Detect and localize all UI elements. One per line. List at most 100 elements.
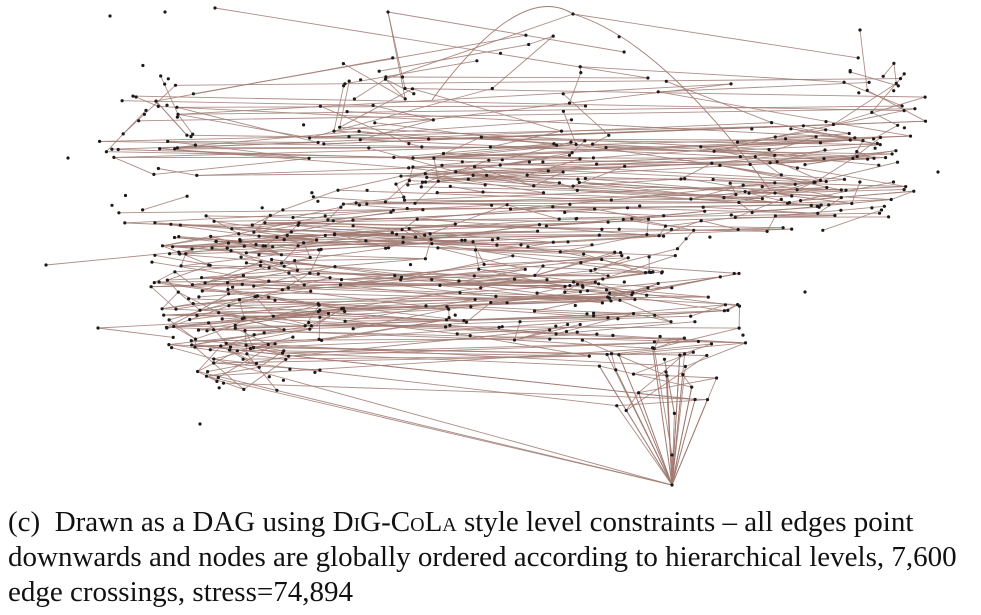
graph-edge xyxy=(638,353,685,394)
graph-node xyxy=(554,332,558,336)
graph-node xyxy=(239,255,243,259)
graph-edge xyxy=(671,399,696,486)
graph-edge xyxy=(325,234,647,236)
graph-node xyxy=(168,252,172,256)
graph-node xyxy=(393,274,397,278)
graph-node xyxy=(670,483,674,487)
graph-node xyxy=(208,348,212,352)
graph-node xyxy=(263,244,267,248)
graph-node xyxy=(867,80,871,84)
graph-edge xyxy=(775,110,905,138)
graph-edge xyxy=(611,353,617,371)
graph-node xyxy=(703,209,707,213)
graph-node xyxy=(541,160,545,164)
graph-edge xyxy=(337,189,612,201)
graph-node xyxy=(609,198,613,202)
graph-node xyxy=(308,271,312,275)
graph-node xyxy=(795,166,800,170)
graph-node xyxy=(595,162,599,166)
graph-node xyxy=(318,368,322,372)
graph-edge xyxy=(500,152,573,166)
graph-edge xyxy=(360,119,434,141)
graph-node xyxy=(664,79,668,83)
graph-edge xyxy=(113,156,875,159)
graph-edge xyxy=(174,147,369,150)
graph-edge xyxy=(625,392,639,411)
graph-edge xyxy=(510,208,664,217)
graph-node xyxy=(248,347,253,351)
graph-node xyxy=(518,320,522,324)
graph-node xyxy=(718,275,722,279)
graph-node xyxy=(622,280,626,284)
graph-node xyxy=(563,210,567,214)
graph-node xyxy=(228,348,232,352)
graph-node xyxy=(541,264,545,268)
graph-node xyxy=(625,206,630,210)
graph-node xyxy=(173,147,177,151)
graph-node xyxy=(108,14,112,18)
graph-node xyxy=(317,248,321,252)
graph-edge xyxy=(162,295,258,310)
graph-node xyxy=(44,263,48,267)
graph-node xyxy=(743,341,748,345)
graph-node xyxy=(709,342,714,346)
graph-node xyxy=(495,243,499,247)
graph-node xyxy=(890,152,894,156)
graph-node xyxy=(818,141,823,145)
graph-node xyxy=(873,146,877,150)
graph-node xyxy=(710,161,714,165)
graph-node xyxy=(551,205,555,209)
graph-node xyxy=(738,155,743,159)
graph-node xyxy=(544,224,549,228)
graph-edge xyxy=(404,199,790,204)
graph-node xyxy=(847,131,851,136)
graph-node xyxy=(606,316,610,320)
graph-node xyxy=(162,313,166,317)
graph-node xyxy=(400,75,405,79)
graph-node xyxy=(198,422,202,426)
graph-node xyxy=(561,109,566,113)
graph-node xyxy=(365,202,369,206)
graph-edge xyxy=(719,164,816,183)
graph-edge xyxy=(189,303,319,320)
graph-node xyxy=(455,332,459,336)
graph-node xyxy=(316,140,320,145)
graph-node xyxy=(652,340,657,344)
graph-node xyxy=(263,221,267,225)
graph-node xyxy=(564,329,569,334)
graph-edge xyxy=(213,358,617,407)
graph-edge xyxy=(155,57,393,102)
graph-edge xyxy=(337,175,402,191)
graph-node xyxy=(583,104,588,108)
graph-node xyxy=(870,110,874,114)
graph-edge xyxy=(701,220,739,230)
graph-edge xyxy=(484,257,629,265)
graph-edge xyxy=(162,244,257,247)
graph-node xyxy=(824,128,828,132)
graph-node xyxy=(523,267,527,271)
graph-node xyxy=(383,77,387,81)
graph-node xyxy=(623,164,627,168)
graph-node xyxy=(424,304,428,308)
graph-node xyxy=(722,196,726,200)
graph-node xyxy=(773,153,777,157)
graph-node xyxy=(401,235,405,239)
graph-edge xyxy=(577,189,739,203)
graph-node xyxy=(273,298,277,302)
graph-node xyxy=(894,81,898,85)
graph-node xyxy=(858,28,862,32)
graph-edge xyxy=(122,84,176,135)
graph-node xyxy=(425,175,429,179)
graph-node xyxy=(339,205,343,209)
graph-node xyxy=(548,328,552,332)
graph-node xyxy=(282,328,286,332)
graph-edge xyxy=(475,249,615,253)
graph-node xyxy=(420,180,425,184)
graph-edge xyxy=(153,157,310,175)
graph-node xyxy=(176,290,180,294)
graph-node xyxy=(440,163,444,167)
graph-edge xyxy=(178,242,229,253)
graph-edge xyxy=(408,228,433,245)
graph-node xyxy=(173,83,178,87)
graph-edge xyxy=(263,245,282,256)
